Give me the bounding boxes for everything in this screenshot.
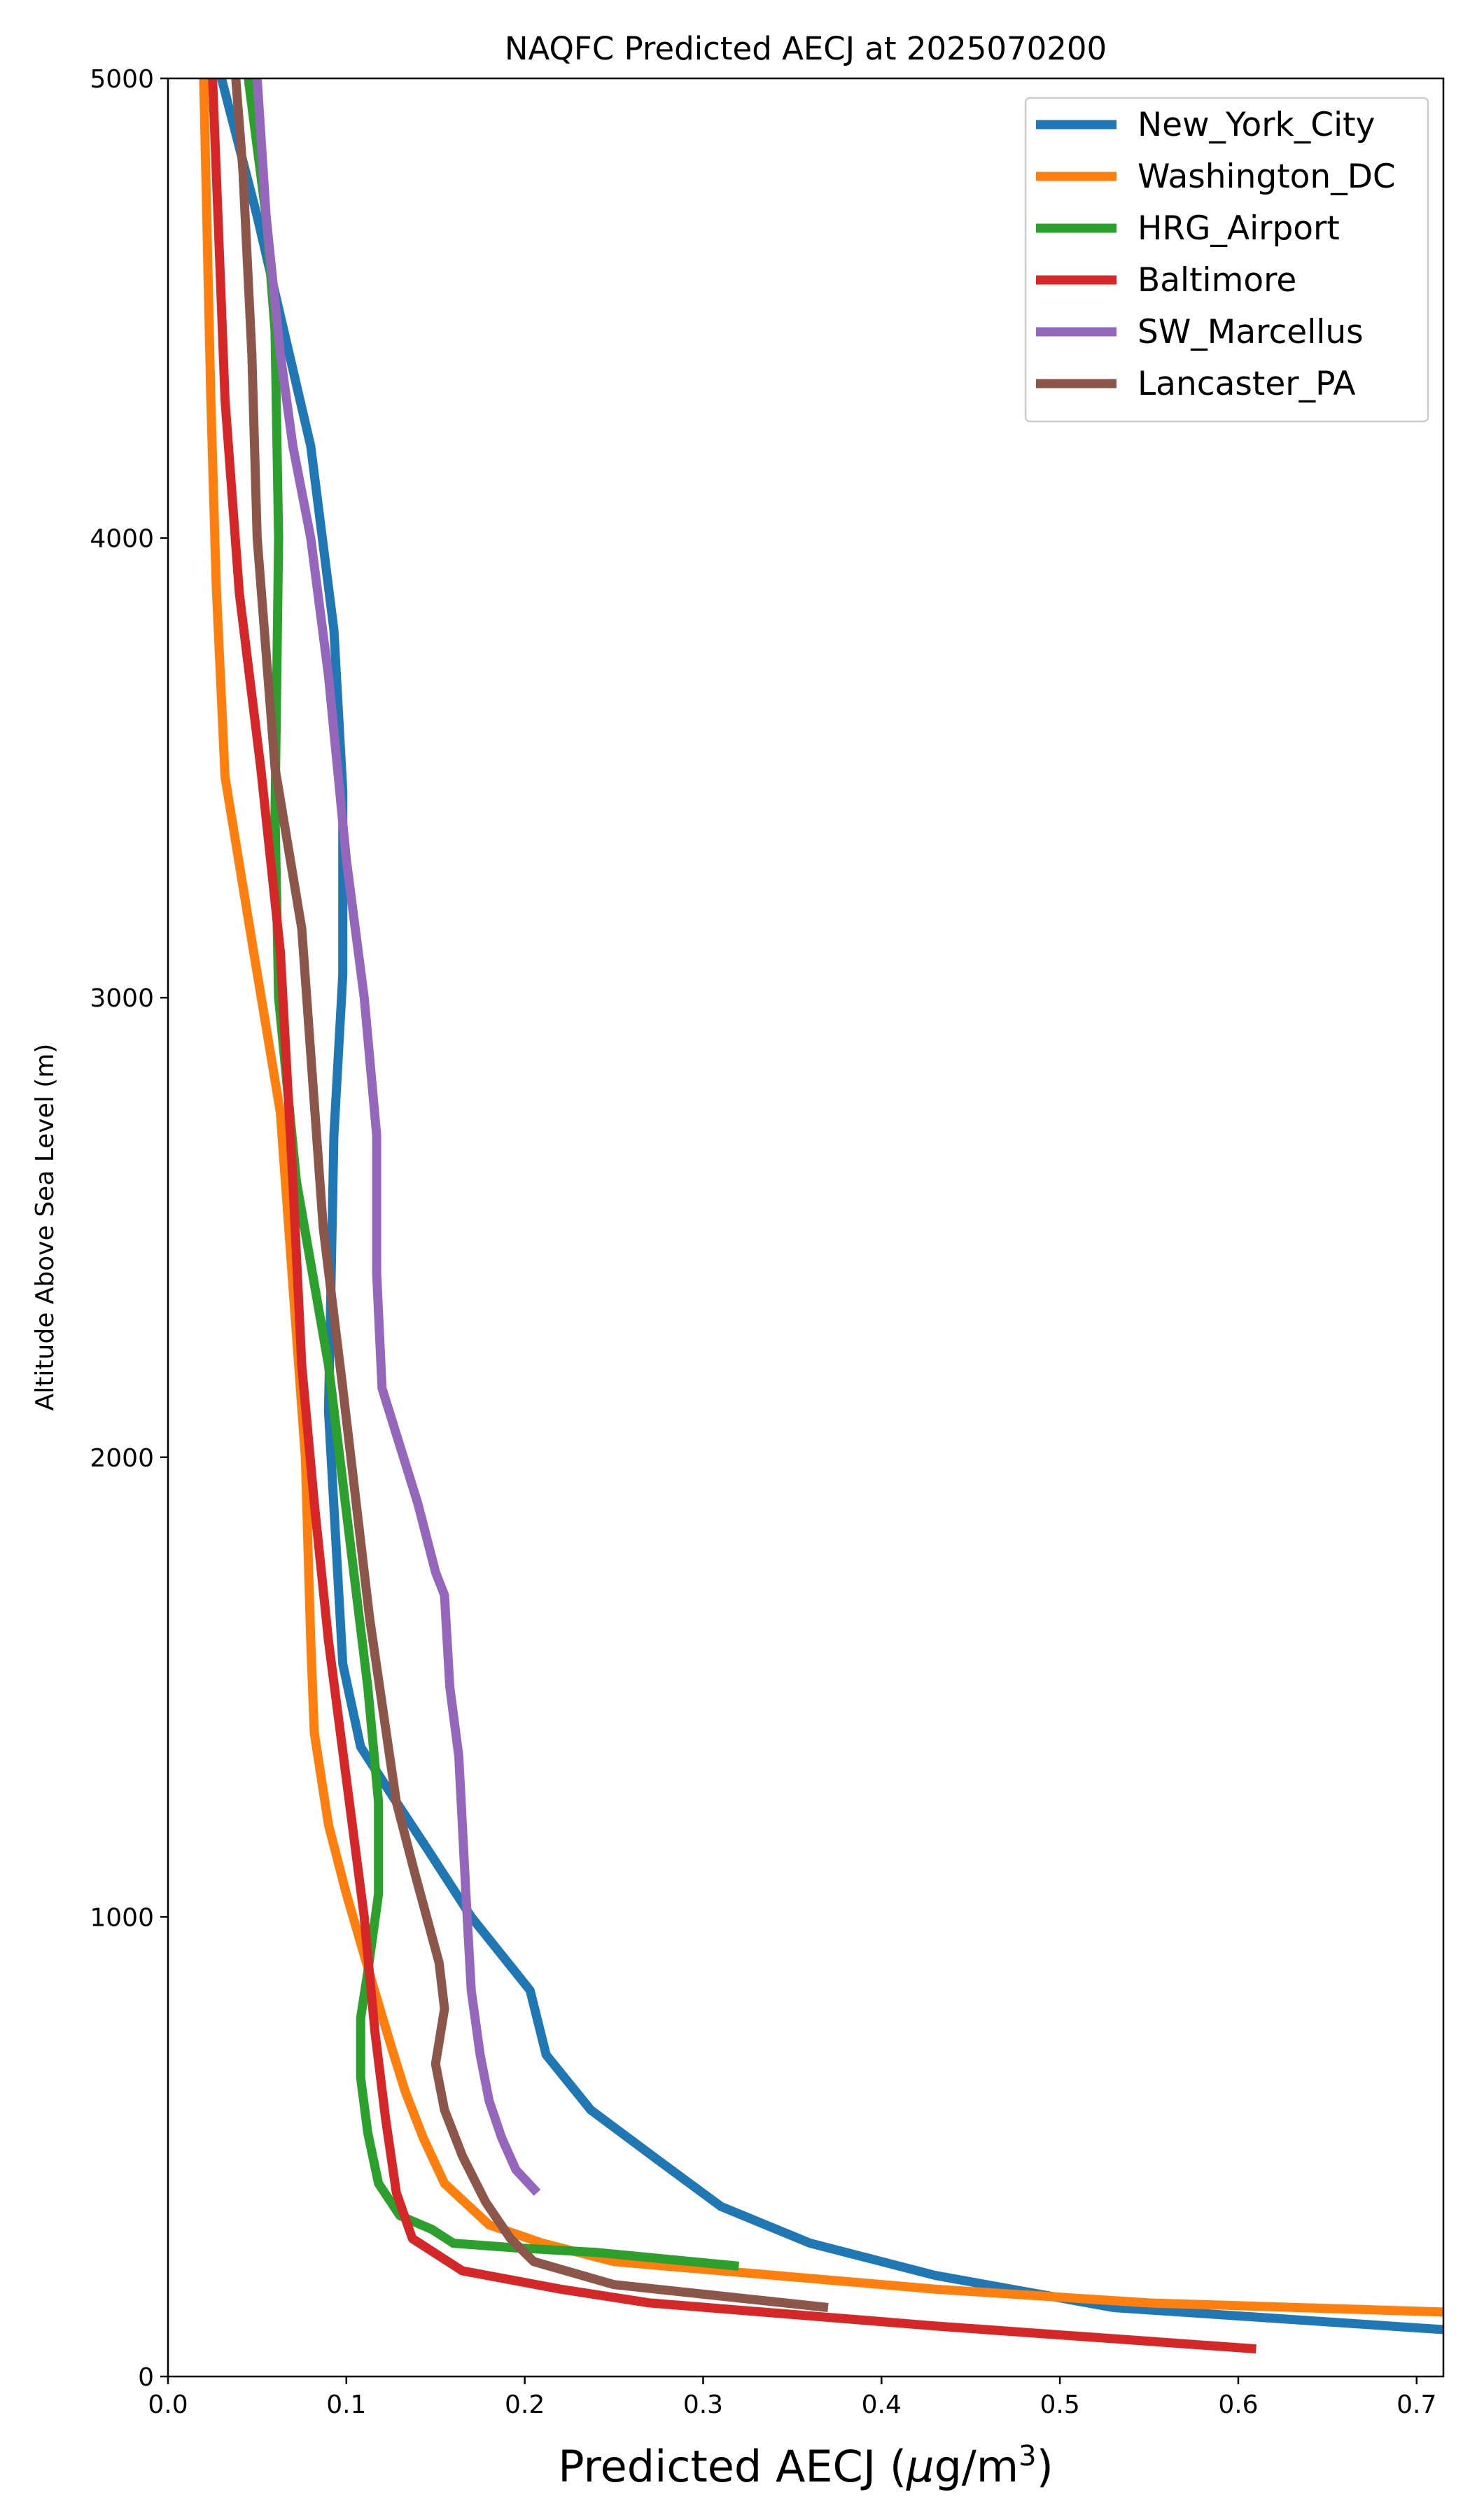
chart-title: NAQFC Predicted AECJ at 2025070200 [505, 30, 1107, 67]
x-tick-label: 0.1 [326, 2390, 366, 2419]
x-axis-label: Predicted AECJ (μg/m3) [558, 2440, 1054, 2492]
legend-label: Washington_DC [1138, 158, 1396, 196]
legend-frame [1024, 97, 1429, 423]
x-axis-ticks: 0.0 0.1 0.2 0.3 0.4 0.5 0.6 0.7 [148, 2376, 1436, 2419]
x-tick-label: 0.0 [148, 2390, 188, 2419]
y-tick-label: 5000 [90, 65, 154, 94]
x-tick-label: 0.4 [862, 2390, 902, 2419]
y-tick-label: 3000 [90, 984, 154, 1013]
y-tick-label: 2000 [90, 1444, 154, 1473]
y-tick-label: 1000 [90, 1903, 154, 1932]
plot-frame [167, 77, 1445, 2378]
series-line-new-york-city [217, 78, 1443, 2334]
legend-label: HRG_Airport [1138, 209, 1340, 248]
legend-label: Lancaster_PA [1138, 365, 1356, 403]
series-line-lancaster-pa [231, 78, 829, 2312]
legend-label: New_York_City [1138, 106, 1375, 144]
legend: New_York_City Washington_DC HRG_Airport Bal… [1024, 97, 1429, 423]
x-tick-label: 0.2 [505, 2390, 545, 2419]
legend-label: Baltimore [1138, 261, 1296, 300]
series-line-baltimore [208, 78, 1256, 2354]
series-lines [199, 78, 1443, 2354]
series-line-hrg-airport [244, 78, 740, 2271]
x-tick-label: 0.5 [1040, 2390, 1079, 2419]
x-tick-label: 0.7 [1396, 2390, 1436, 2419]
x-tick-label: 0.6 [1218, 2390, 1258, 2419]
x-tick-label: 0.3 [683, 2390, 723, 2419]
y-axis-ticks: 0 1000 2000 3000 4000 5000 [90, 65, 168, 2392]
legend-label: SW_Marcellus [1138, 313, 1364, 351]
series-line-sw-marcellus [252, 78, 541, 2196]
y-axis-label: Altitude Above Sea Level (m) [31, 1044, 59, 1411]
y-tick-label: 4000 [90, 525, 154, 554]
y-tick-label: 0 [138, 2363, 154, 2392]
